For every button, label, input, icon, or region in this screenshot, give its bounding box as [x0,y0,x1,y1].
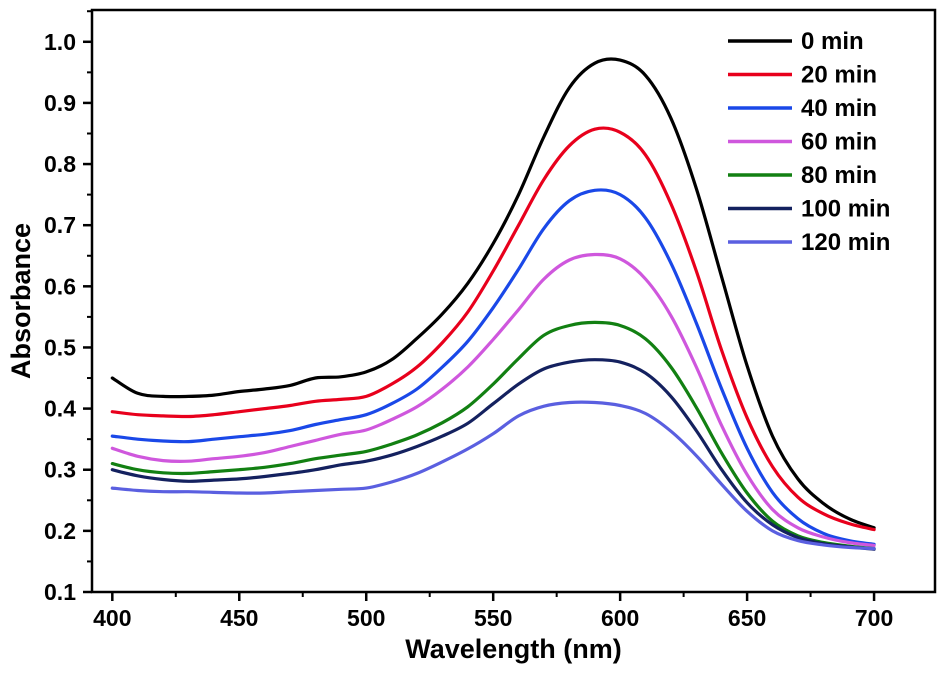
y-tick-label: 0.8 [44,151,76,177]
x-tick-label: 500 [347,605,385,631]
y-tick-label: 0.3 [44,457,76,483]
y-tick-label: 0.6 [44,273,76,299]
legend-label-0-min: 0 min [801,28,864,55]
y-tick-label: 0.4 [44,396,76,422]
series-line-80-min [110,320,876,551]
y-tick-label: 0.2 [44,518,76,544]
series-line-40-min [110,188,876,546]
series-line-100-min [110,358,876,551]
x-tick-label: 550 [474,605,512,631]
x-tick-label: 450 [220,605,258,631]
series-line-20-min [110,126,876,532]
x-tick-label: 700 [855,605,893,631]
legend-label-120-min: 120 min [801,229,890,256]
x-tick-label: 600 [601,605,639,631]
y-tick-label: 0.9 [44,90,76,116]
y-tick-label: 0.7 [44,212,76,238]
legend-label-80-min: 80 min [801,162,877,189]
x-tick-label: 650 [728,605,766,631]
y-tick-label: 1.0 [44,29,76,55]
y-tick-label: 0.5 [44,334,76,360]
y-tick-label: 0.1 [44,579,76,605]
plot-frame [90,8,937,594]
legend-label-100-min: 100 min [801,196,890,223]
legend-label-60-min: 60 min [801,129,877,156]
y-axis-title: Absorbance [6,223,36,379]
legend-label-20-min: 20 min [801,62,877,89]
x-tick-label: 400 [93,605,131,631]
series-line-120-min [110,400,876,551]
x-axis-title: Wavelength (nm) [405,634,622,664]
series-line-0-min [110,57,876,530]
legend-label-40-min: 40 min [801,95,877,122]
series-line-60-min [110,252,876,548]
